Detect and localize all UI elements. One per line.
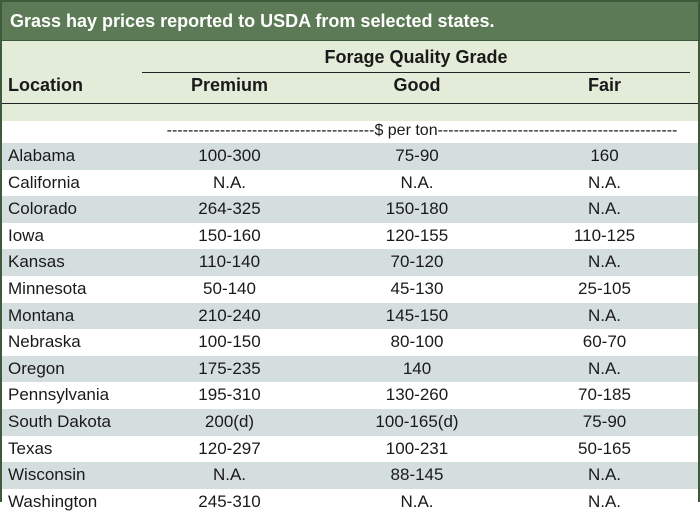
location-cell: Pennsylvania: [8, 385, 110, 405]
location-cell: California: [8, 172, 80, 192]
table-row: Alabama 100-300 75-90 160: [2, 143, 698, 170]
location-cell: Montana: [8, 305, 75, 325]
table-title: Grass hay prices reported to USDA from s…: [2, 2, 698, 41]
good-price-cell: 100-231: [385, 438, 449, 458]
premium-price-cell: 120-297: [198, 438, 261, 458]
group-header: Forage Quality Grade: [142, 47, 690, 73]
table-row: Wisconsin N.A. 88-145 N.A.: [2, 462, 698, 489]
premium-price-cell: 100-300: [198, 146, 261, 165]
location-cell: Iowa: [8, 225, 44, 245]
location-cell: Alabama: [8, 146, 76, 165]
table-body: Alabama 100-300 75-90 160 California N.A. N.A.…: [2, 143, 698, 515]
premium-price-cell: 264-325: [198, 199, 261, 219]
column-headers: Premium Good Fair: [2, 75, 698, 99]
location-cell: South Dakota: [8, 411, 112, 431]
premium-price-cell: 150-160: [198, 225, 261, 245]
table-row: Colorado 264-325 150-180 N.A.: [2, 196, 698, 223]
column-header-premium: Premium: [190, 75, 269, 95]
fair-price-cell: N.A.: [587, 305, 622, 325]
premium-price-cell: N.A.: [212, 465, 247, 485]
fair-price-cell: 60-70: [582, 332, 627, 352]
table-row: Texas 120-297 100-231 50-165: [2, 435, 698, 463]
good-price-cell: 45-130: [390, 278, 444, 298]
table-row: Nebraska 100-150 80-100 60-70: [2, 329, 698, 356]
fair-price-cell: N.A.: [587, 252, 622, 272]
good-price-cell: 88-145: [390, 465, 444, 485]
fair-price-cell: 160: [590, 146, 619, 165]
location-cell: Texas: [8, 438, 53, 458]
table-row: Minnesota 50-140 45-130 25-105: [2, 275, 698, 303]
table-header: Forage Quality Grade Location Premium Go…: [2, 41, 698, 121]
fair-price-cell: 75-90: [582, 411, 627, 431]
fair-price-cell: N.A.: [587, 199, 622, 219]
fair-price-cell: 25-105: [578, 278, 631, 298]
premium-price-cell: 50-140: [203, 278, 256, 298]
table-row: Iowa 150-160 120-155 110-125: [2, 222, 698, 250]
units-row: ---------------------------------------$…: [2, 121, 698, 143]
fair-price-cell: N.A.: [587, 465, 622, 485]
location-cell: Wisconsin: [8, 465, 86, 485]
fair-price-cell: N.A.: [587, 358, 622, 378]
header-divider: [2, 103, 698, 104]
units-label: ---------------------------------------$…: [166, 122, 678, 139]
premium-price-cell: 110-140: [198, 252, 261, 272]
good-price-cell: 140: [402, 358, 432, 378]
table-row: California N.A. N.A. N.A.: [2, 169, 698, 197]
fair-price-cell: 70-185: [578, 385, 631, 405]
premium-price-cell: N.A.: [212, 172, 247, 192]
fair-price-cell: 50-165: [578, 438, 631, 458]
table-row: South Dakota 200(d) 100-165(d) 75-90: [2, 408, 698, 436]
good-price-cell: 145-150: [385, 305, 449, 325]
fair-price-cell: N.A.: [587, 172, 622, 192]
premium-price-cell: 210-240: [198, 305, 261, 325]
location-cell: Minnesota: [8, 278, 87, 298]
premium-price-cell: 100-150: [198, 332, 261, 352]
location-header: Location: [8, 75, 83, 95]
table-row: Pennsylvania 195-310 130-260 70-185: [2, 382, 698, 409]
column-header-fair: Fair: [587, 75, 621, 95]
fair-price-cell: 110-125: [573, 225, 636, 245]
premium-price-cell: 200(d): [204, 411, 255, 431]
location-cell: Oregon: [8, 358, 65, 378]
good-price-cell: 150-180: [385, 199, 449, 219]
good-price-cell: 80-100: [390, 332, 444, 352]
good-price-cell: 100-165(d): [375, 411, 459, 431]
good-price-cell: 70-120: [390, 252, 444, 272]
good-price-cell: 130-260: [385, 385, 449, 405]
good-price-cell: 75-90: [395, 146, 439, 165]
premium-price-cell: 175-235: [198, 358, 261, 378]
location-cell: Nebraska: [8, 332, 81, 352]
table-row: Montana 210-240 145-150 N.A.: [2, 302, 698, 330]
location-cell: Kansas: [8, 252, 65, 272]
premium-price-cell: 195-310: [198, 385, 261, 405]
table-row: Oregon 175-235 140 N.A.: [2, 355, 698, 383]
good-price-cell: N.A.: [400, 172, 434, 192]
location-cell: Colorado: [8, 199, 77, 219]
table-row: Kansas 110-140 70-120 N.A.: [2, 249, 698, 276]
column-header-good: Good: [393, 75, 441, 95]
good-price-cell: 120-155: [385, 225, 449, 245]
